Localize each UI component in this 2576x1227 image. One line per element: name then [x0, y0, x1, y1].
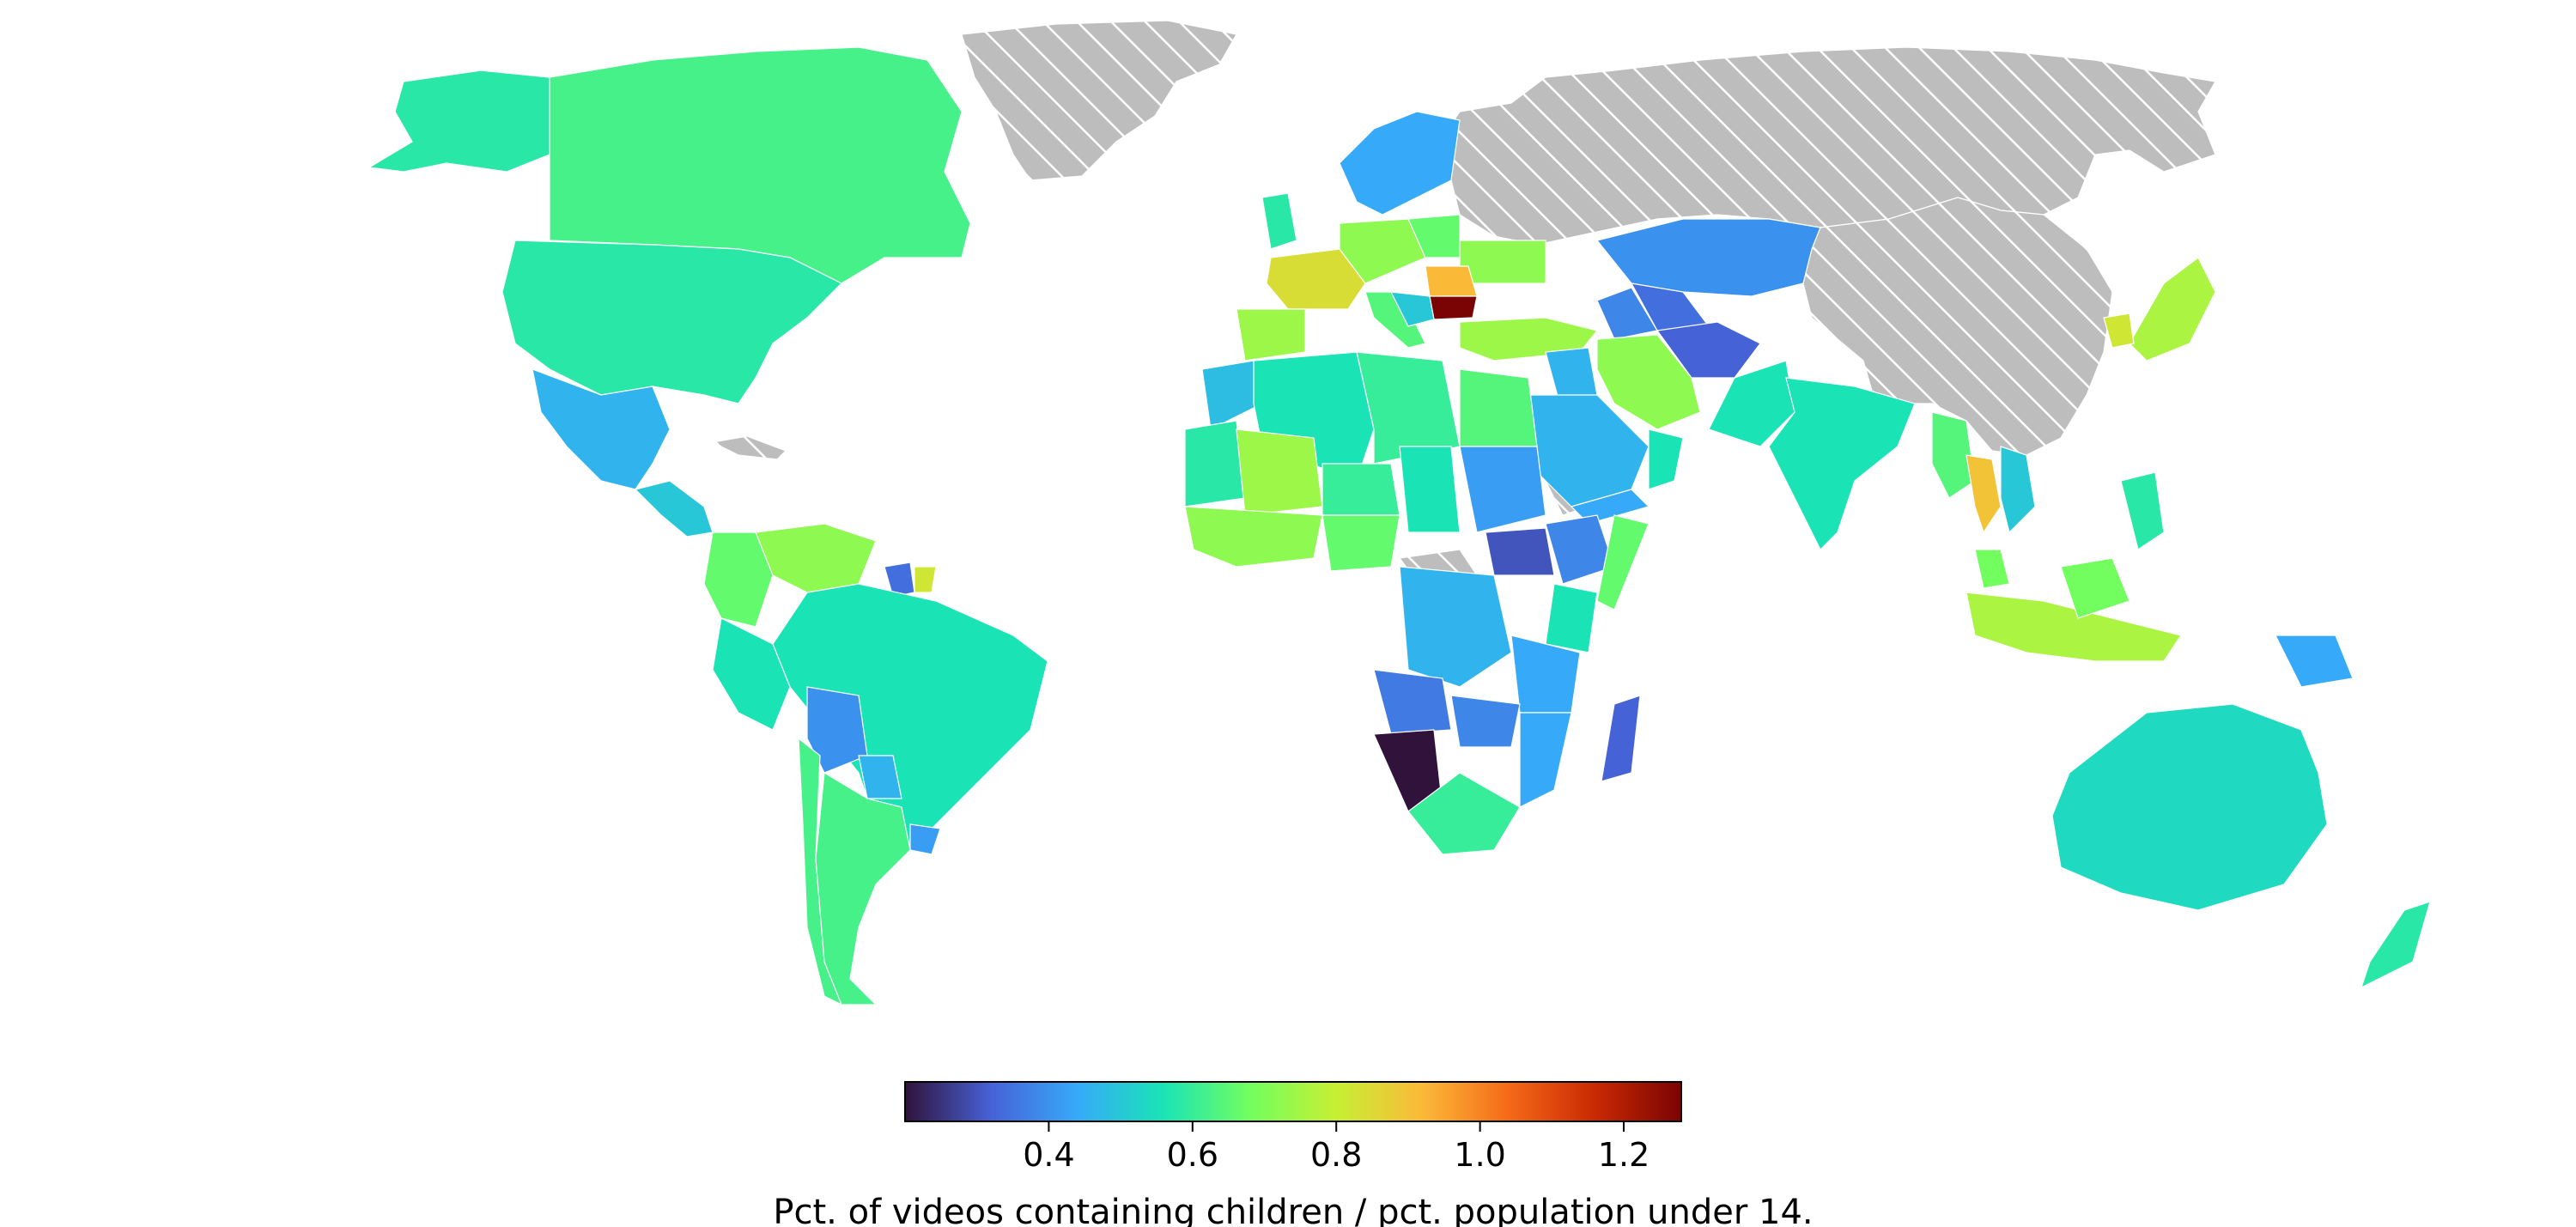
region-bulgaria	[1429, 295, 1478, 320]
region-balkans	[1389, 291, 1435, 327]
region-korea	[2103, 313, 2135, 349]
region-spain	[1236, 308, 1306, 361]
region-mexico	[532, 368, 671, 490]
region-png	[2275, 635, 2354, 688]
region-chad	[1399, 446, 1461, 533]
colorbar-ticks: 0.4 0.6 0.8 1.0 1.2	[1023, 1121, 1649, 1174]
region-greenland	[961, 20, 1237, 181]
region-mozambique	[1519, 712, 1572, 808]
region-argentina	[815, 771, 911, 1005]
region-oman	[1648, 428, 1684, 490]
colorbar-title: Pct. of videos containing children / pct…	[773, 1193, 1813, 1227]
region-kenya	[1545, 583, 1598, 653]
region-russia	[1442, 46, 2216, 246]
region-peru	[712, 617, 791, 731]
region-sudan	[1459, 446, 1546, 533]
region-cuba	[711, 435, 787, 460]
region-central-america	[634, 480, 714, 538]
colorbar-tick-label: 0.8	[1310, 1136, 1362, 1174]
region-colombia	[703, 531, 774, 628]
colorbar: 0.4 0.6 0.8 1.0 1.2 Pct. of videos containin…	[773, 1081, 1814, 1227]
region-brazil	[772, 583, 1048, 851]
region-scandinavia	[1339, 111, 1461, 216]
region-angola	[1373, 669, 1452, 735]
region-niger	[1321, 463, 1400, 516]
region-uk	[1261, 192, 1297, 250]
colorbar-tick-label: 0.4	[1023, 1136, 1074, 1174]
region-iraq	[1545, 347, 1598, 400]
region-usa	[501, 240, 843, 404]
region-somalia	[1596, 514, 1649, 610]
region-south-sudan	[1485, 527, 1555, 576]
region-kazakhstan	[1595, 218, 1821, 297]
region-new-zealand	[2360, 901, 2431, 989]
region-uruguay	[909, 823, 941, 855]
region-germany	[1339, 218, 1426, 284]
region-ukraine	[1459, 240, 1546, 284]
region-borneo	[2060, 557, 2130, 619]
region-bolivia	[806, 686, 868, 774]
region-romania	[1425, 265, 1478, 297]
region-mali	[1236, 428, 1323, 516]
region-south-africa	[1407, 772, 1521, 855]
region-zambia	[1450, 695, 1521, 748]
land-regions	[368, 20, 2431, 1006]
region-nigeria	[1321, 514, 1400, 572]
region-paraguay	[858, 755, 902, 799]
region-indonesia	[1965, 592, 2182, 662]
region-india	[1768, 377, 1916, 551]
region-pakistan	[1708, 360, 1795, 447]
region-mauritania	[1184, 420, 1246, 507]
region-vietnam	[2000, 446, 2036, 534]
region-thailand	[1965, 454, 2002, 534]
region-madagascar	[1601, 695, 1641, 782]
region-malaysia	[1974, 549, 2010, 589]
region-philippines	[2120, 471, 2165, 550]
region-venezuela	[755, 523, 877, 593]
region-japan	[2129, 257, 2216, 361]
region-egypt	[1459, 368, 1538, 447]
region-west-africa	[1184, 506, 1323, 568]
colorbar-tick-label: 0.6	[1167, 1136, 1218, 1174]
region-suriname	[914, 566, 937, 593]
region-australia	[2051, 703, 2328, 911]
colorbar-tick-label: 1.2	[1598, 1136, 1649, 1174]
region-drc	[1399, 566, 1512, 688]
region-iran	[1596, 334, 1701, 430]
colorbar-tick-label: 1.0	[1454, 1136, 1505, 1174]
region-myanmar	[1931, 411, 1976, 499]
region-alaska	[368, 70, 550, 173]
colorbar-gradient	[904, 1081, 1682, 1122]
